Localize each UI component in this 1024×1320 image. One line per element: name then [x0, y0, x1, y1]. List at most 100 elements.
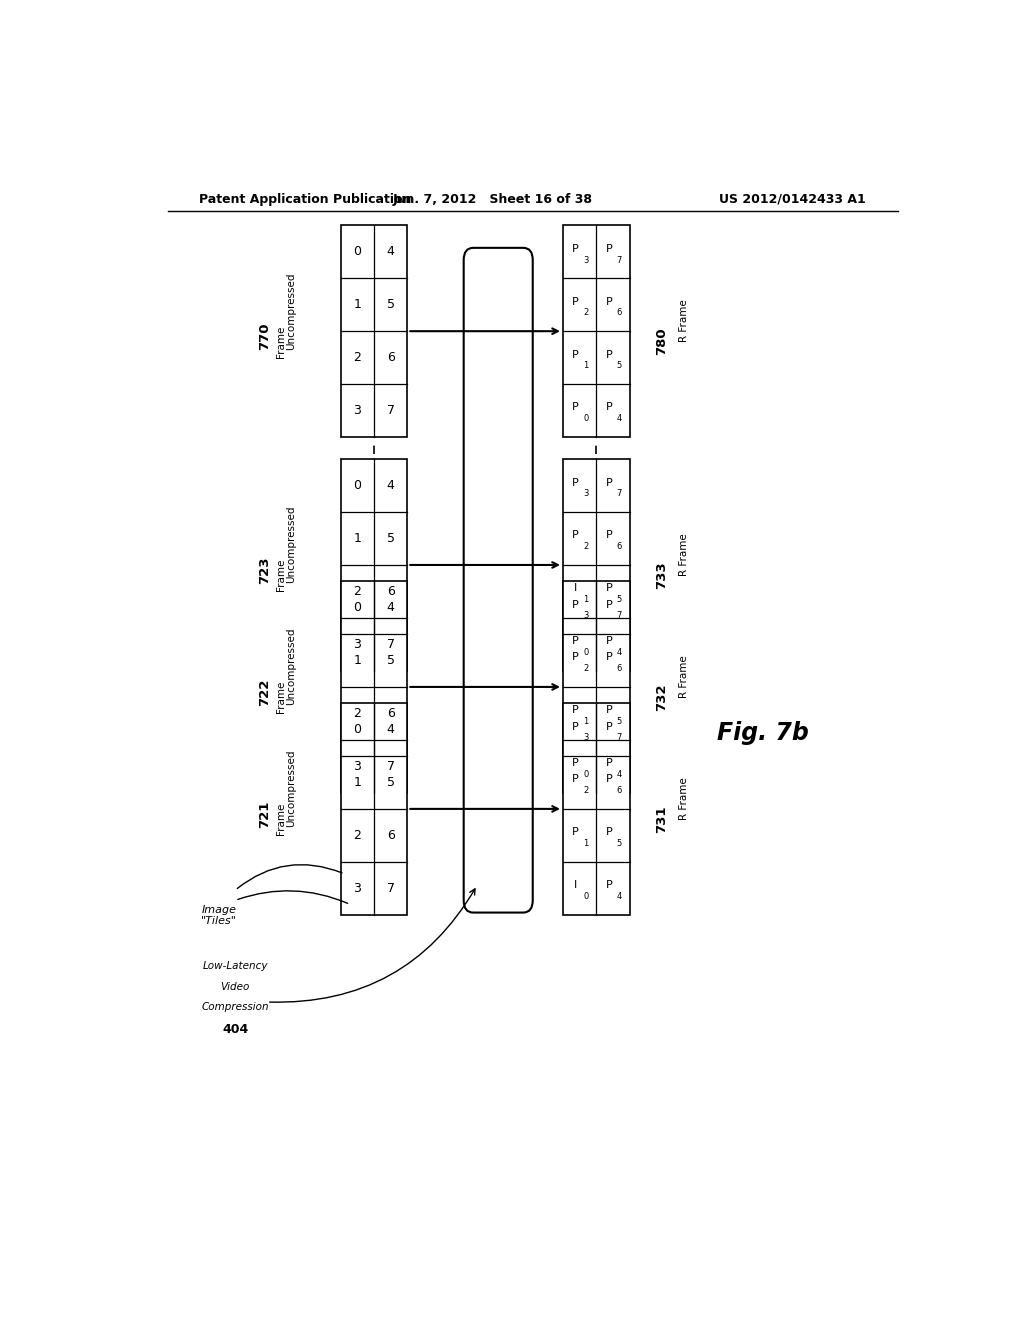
Text: 6: 6 [387, 351, 394, 364]
Text: Uncompressed: Uncompressed [286, 272, 296, 350]
Bar [341, 704, 408, 915]
Text: P: P [572, 599, 579, 610]
Text: 2: 2 [353, 585, 361, 598]
Text: 721: 721 [258, 800, 271, 828]
Text: P: P [572, 828, 579, 837]
Text: 0: 0 [353, 246, 361, 259]
Text: 2: 2 [353, 706, 361, 719]
Text: P: P [605, 705, 612, 715]
Text: 5: 5 [616, 840, 622, 847]
Text: R Frame: R Frame [679, 300, 688, 342]
Text: P: P [605, 758, 612, 768]
Text: I: I [574, 583, 578, 593]
Text: 2: 2 [584, 664, 589, 673]
Text: 7: 7 [387, 882, 394, 895]
Text: Image
"Tiles": Image "Tiles" [202, 904, 238, 927]
Text: 2: 2 [353, 351, 361, 364]
Text: P: P [605, 636, 612, 647]
Text: 0: 0 [584, 892, 589, 900]
Text: 733: 733 [654, 561, 668, 589]
Bar [563, 581, 630, 792]
Text: 5: 5 [387, 298, 394, 312]
Text: 2: 2 [584, 543, 589, 552]
Text: 7: 7 [616, 611, 622, 620]
Text: 4: 4 [387, 479, 394, 492]
Text: US 2012/0142433 A1: US 2012/0142433 A1 [719, 193, 866, 206]
Text: 7: 7 [387, 404, 394, 417]
Text: 4: 4 [616, 414, 622, 424]
Text: 3: 3 [584, 733, 589, 742]
Text: I: I [574, 880, 578, 890]
Text: 723: 723 [258, 556, 271, 583]
Text: R Frame: R Frame [679, 777, 688, 820]
Text: P: P [605, 478, 612, 487]
FancyBboxPatch shape [464, 248, 532, 912]
Text: R Frame: R Frame [679, 533, 688, 576]
Text: 5: 5 [387, 776, 394, 789]
Text: P: P [572, 297, 579, 306]
Text: 0: 0 [353, 479, 361, 492]
Text: 0: 0 [584, 414, 589, 424]
Text: Uncompressed: Uncompressed [286, 506, 296, 583]
Text: 5: 5 [616, 717, 622, 726]
Text: Fig. 7b: Fig. 7b [717, 721, 809, 744]
Text: P: P [572, 652, 579, 663]
Text: P: P [605, 531, 612, 540]
Text: 6: 6 [616, 543, 622, 552]
Text: Frame: Frame [276, 803, 286, 836]
Text: 5: 5 [387, 653, 394, 667]
Bar [341, 581, 408, 792]
Text: 4: 4 [387, 723, 394, 737]
Text: 4: 4 [616, 892, 622, 900]
Bar [563, 459, 630, 671]
Text: 7: 7 [616, 733, 622, 742]
Text: 4: 4 [616, 770, 622, 779]
Text: 6: 6 [616, 787, 622, 795]
Text: 7: 7 [387, 638, 394, 651]
Text: P: P [605, 350, 612, 359]
Text: P: P [572, 403, 579, 412]
Text: 404: 404 [222, 1023, 248, 1036]
Text: 722: 722 [258, 678, 271, 706]
Text: P: P [605, 828, 612, 837]
Text: 5: 5 [387, 532, 394, 545]
Text: P: P [605, 880, 612, 890]
Text: 780: 780 [654, 327, 668, 355]
Bar [341, 226, 408, 437]
Text: 4: 4 [387, 246, 394, 259]
Text: Video: Video [220, 982, 250, 991]
Text: 7: 7 [616, 256, 622, 264]
Text: 7: 7 [616, 490, 622, 499]
Text: P: P [605, 722, 612, 731]
Text: P: P [605, 599, 612, 610]
Text: 2: 2 [584, 309, 589, 317]
Text: P: P [605, 403, 612, 412]
Text: 1: 1 [584, 717, 589, 726]
Text: 1: 1 [353, 776, 361, 789]
Text: Uncompressed: Uncompressed [286, 750, 296, 828]
Text: Jun. 7, 2012   Sheet 16 of 38: Jun. 7, 2012 Sheet 16 of 38 [393, 193, 593, 206]
Text: 0: 0 [584, 648, 589, 657]
Text: 1: 1 [584, 840, 589, 847]
Text: Frame: Frame [276, 558, 286, 591]
Text: 4: 4 [387, 601, 394, 614]
Text: 770: 770 [258, 322, 271, 350]
Text: 3: 3 [353, 638, 361, 651]
Bar [563, 704, 630, 915]
Text: 2: 2 [353, 829, 361, 842]
Text: P: P [572, 478, 579, 487]
Text: 3: 3 [353, 760, 361, 772]
Text: Frame: Frame [276, 325, 286, 358]
Text: 6: 6 [387, 585, 394, 598]
Text: P: P [572, 705, 579, 715]
Text: Low-Latency: Low-Latency [203, 961, 268, 972]
Text: P: P [605, 652, 612, 663]
Text: 0: 0 [353, 601, 361, 614]
Text: 0: 0 [584, 770, 589, 779]
Text: 731: 731 [654, 805, 668, 833]
Text: 3: 3 [584, 256, 589, 264]
Text: P: P [572, 758, 579, 768]
Text: 3: 3 [584, 490, 589, 499]
Text: 2: 2 [584, 787, 589, 795]
Text: 5: 5 [616, 595, 622, 605]
